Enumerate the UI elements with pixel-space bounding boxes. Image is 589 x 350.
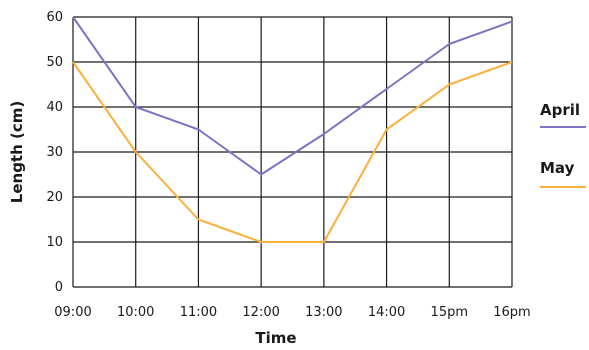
legend-label-may: May: [540, 159, 575, 177]
y-axis-title: Length (cm): [8, 101, 26, 203]
x-axis-ticks: 09:00 10:00 11:00 12:00 13:00 14:00 15pm 16pm: [54, 305, 530, 320]
grid: [72, 16, 513, 288]
legend: April May: [540, 101, 586, 188]
x-tick-label: 15pm: [431, 305, 468, 320]
x-tick-label: 13:00: [305, 305, 342, 320]
series-lines: [72, 16, 513, 243]
series-line-may: [72, 61, 513, 243]
x-tick-label: 11:00: [180, 305, 217, 320]
series-line-april: [72, 16, 513, 176]
y-tick-label: 60: [46, 10, 63, 25]
x-tick-label: 16pm: [493, 305, 530, 320]
x-tick-label: 09:00: [54, 305, 91, 320]
legend-label-april: April: [540, 101, 580, 119]
x-tick-label: 10:00: [117, 305, 154, 320]
y-tick-label: 30: [46, 145, 63, 160]
x-axis-title: Time: [255, 329, 296, 347]
y-tick-label: 10: [46, 235, 63, 250]
y-tick-label: 50: [46, 55, 63, 70]
y-axis-ticks: 0 10 20 30 40 50 60: [46, 10, 63, 295]
x-tick-label: 14:00: [368, 305, 405, 320]
y-tick-label: 0: [55, 280, 63, 295]
y-tick-label: 20: [46, 190, 63, 205]
x-tick-label: 12:00: [242, 305, 279, 320]
y-tick-label: 40: [46, 100, 63, 115]
